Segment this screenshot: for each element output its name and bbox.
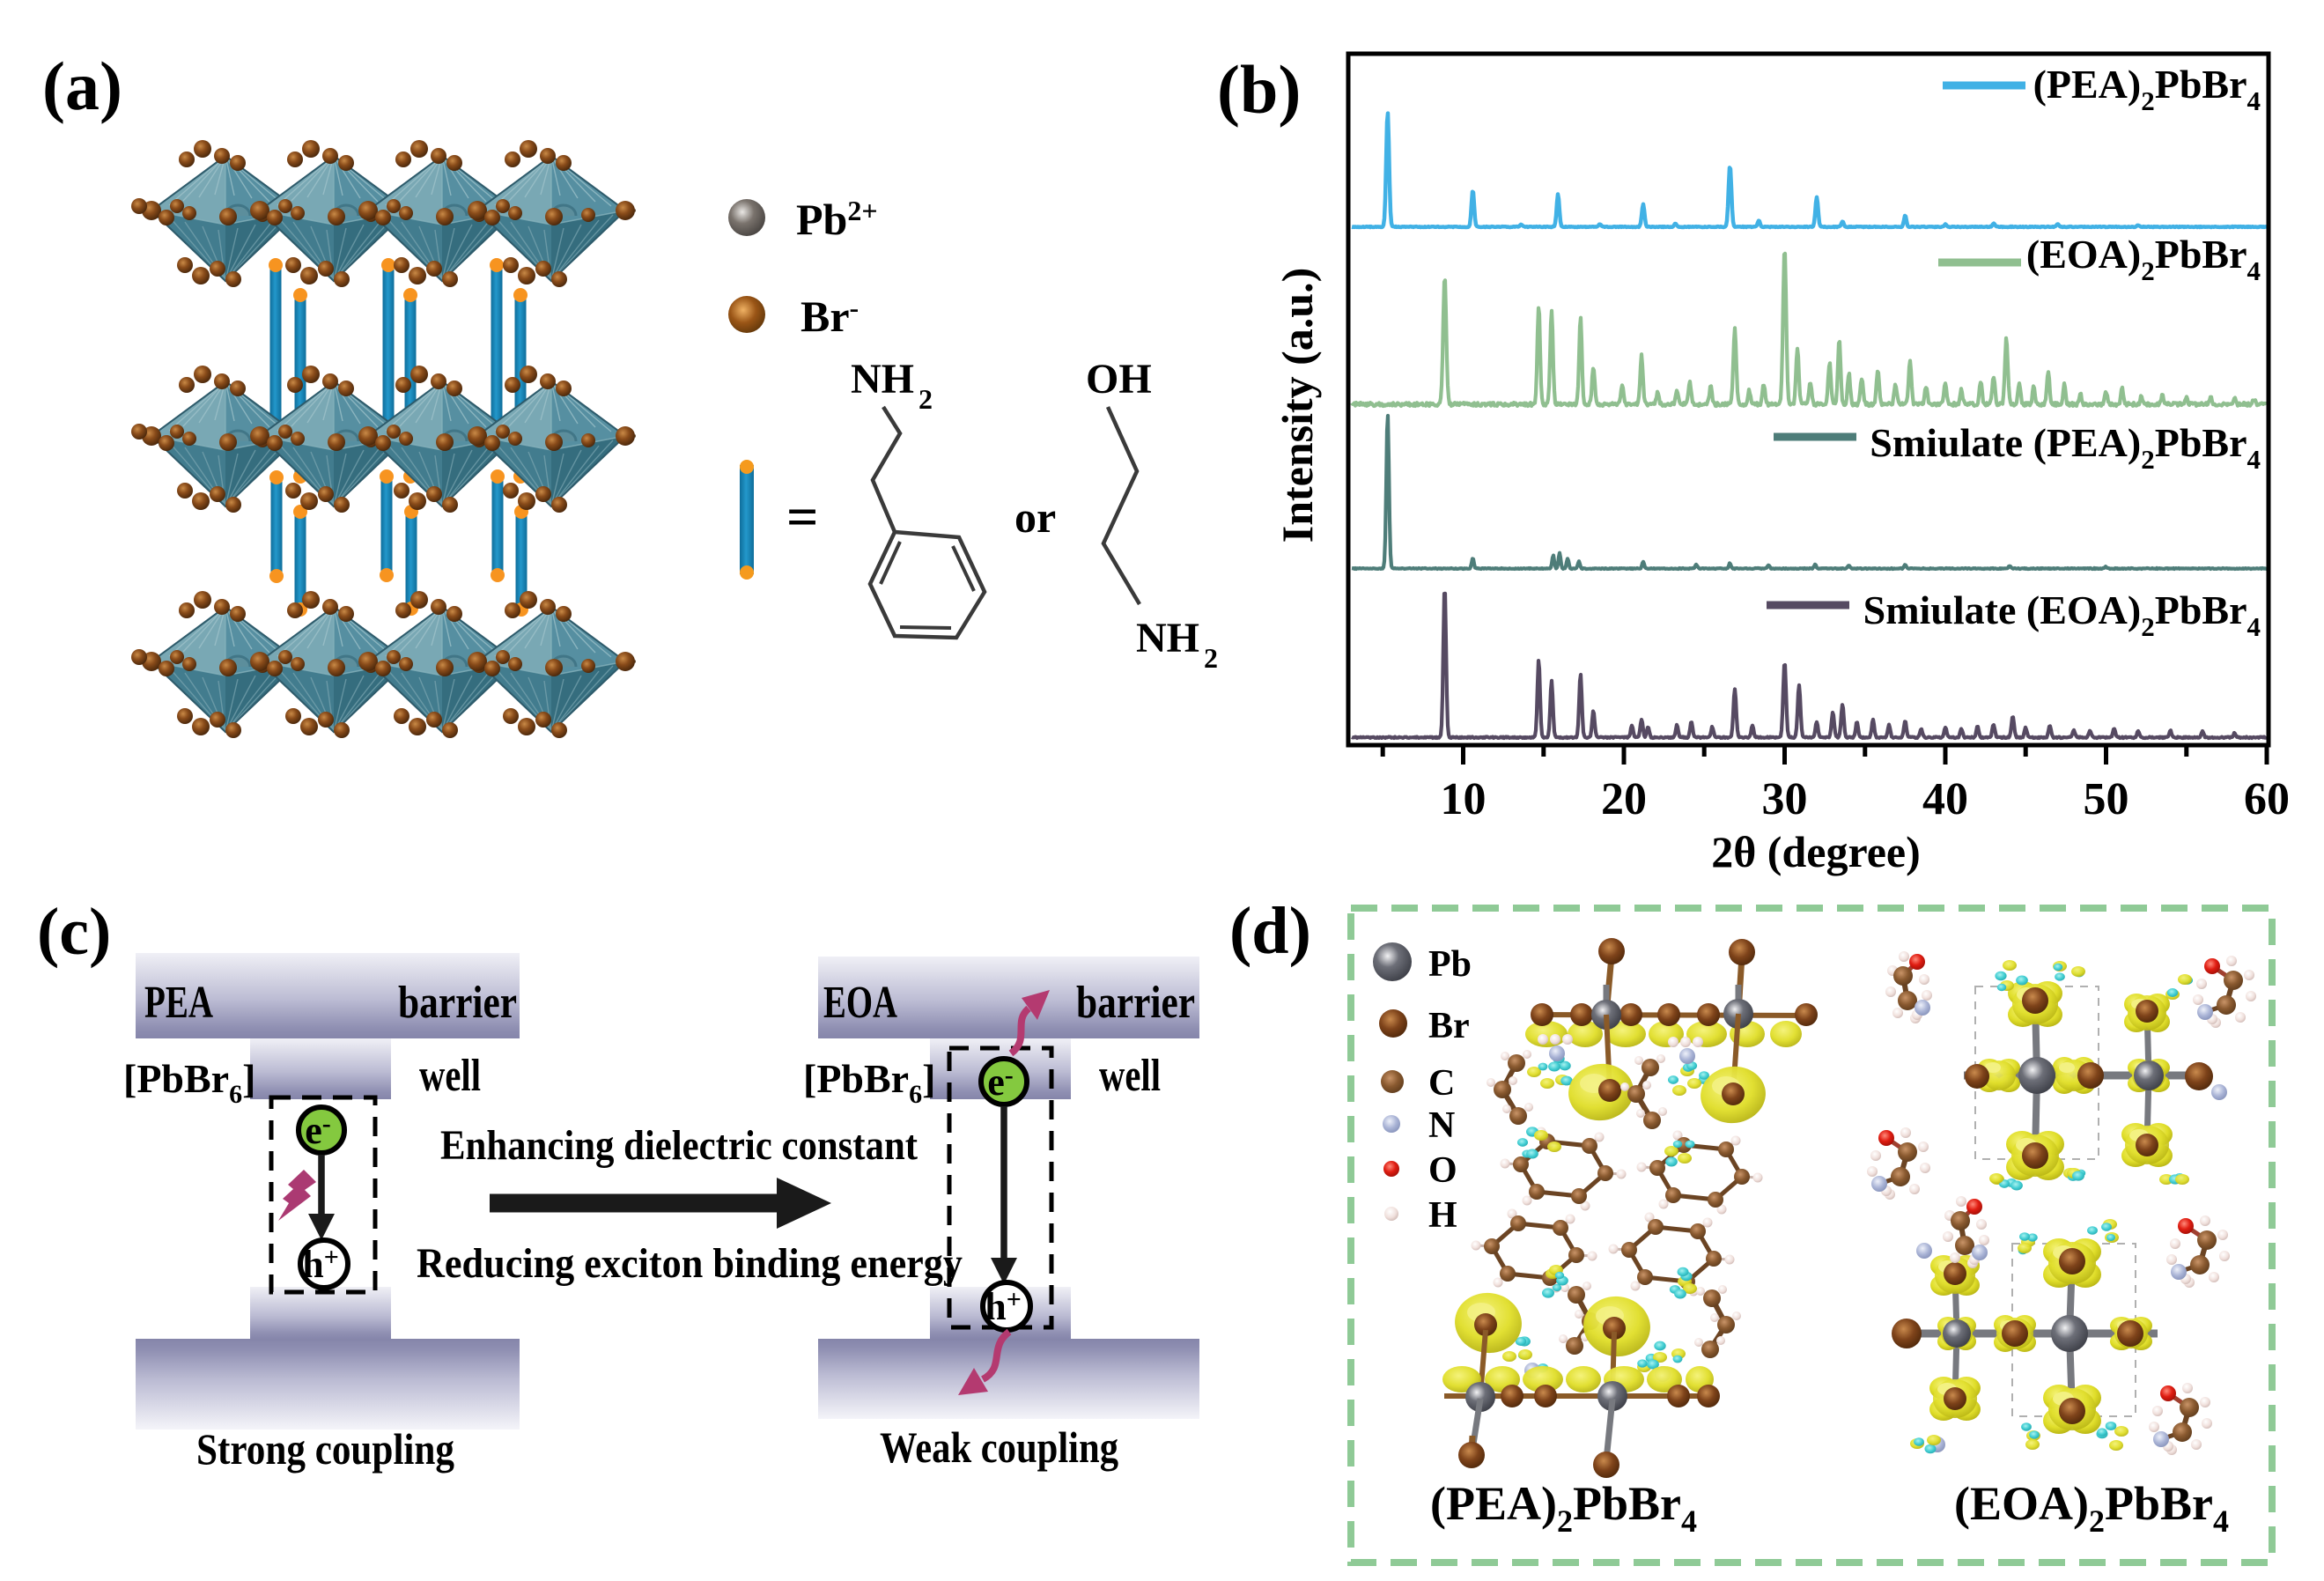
svg-text:Weak coupling: Weak coupling	[880, 1422, 1118, 1472]
svg-text:(EOA)2PbBr4: (EOA)2PbBr4	[1954, 1477, 2229, 1539]
svg-text:60: 60	[2244, 774, 2290, 824]
svg-text:=: =	[786, 485, 818, 548]
svg-text:H: H	[1428, 1195, 1457, 1236]
svg-text:O: O	[1428, 1150, 1457, 1191]
svg-text:[PbBr6]: [PbBr6]	[803, 1056, 935, 1109]
svg-text:(EOA)2PbBr4: (EOA)2PbBr4	[2026, 232, 2261, 286]
svg-text:(d): (d)	[1229, 894, 1311, 968]
svg-text:Smiulate (PEA)2PbBr4: Smiulate (PEA)2PbBr4	[1870, 420, 2261, 475]
svg-text:(a): (a)	[42, 48, 122, 124]
svg-text:N: N	[1428, 1105, 1455, 1146]
svg-text:20: 20	[1601, 774, 1647, 824]
svg-text:C: C	[1428, 1063, 1455, 1104]
svg-text:Pb2+: Pb2+	[796, 195, 878, 244]
svg-text:Strong coupling: Strong coupling	[196, 1424, 454, 1474]
svg-text:(b): (b)	[1217, 51, 1301, 128]
svg-text:Br: Br	[1428, 1006, 1470, 1046]
svg-text:40: 40	[1922, 774, 1968, 824]
svg-text:30: 30	[1762, 774, 1808, 824]
svg-text:Smiulate (EOA)2PbBr4: Smiulate (EOA)2PbBr4	[1863, 587, 2261, 642]
svg-text:10: 10	[1441, 774, 1487, 824]
svg-text:barrier: barrier	[398, 978, 517, 1028]
svg-text:Enhancing dielectric constant: Enhancing dielectric constant	[440, 1122, 918, 1169]
svg-text:Reducing exciton binding energ: Reducing exciton binding energy	[417, 1240, 963, 1287]
svg-text:NH: NH	[851, 356, 914, 403]
svg-text:2: 2	[919, 383, 933, 415]
svg-text:EOA: EOA	[823, 978, 897, 1028]
svg-text:Br-: Br-	[800, 292, 859, 341]
svg-text:OH: OH	[1086, 356, 1152, 403]
svg-text:h+: h+	[302, 1243, 339, 1286]
svg-text:Intensity (a.u.): Intensity (a.u.)	[1273, 268, 1322, 543]
svg-text:well: well	[1099, 1051, 1161, 1101]
svg-text:(c): (c)	[37, 895, 111, 969]
svg-text:NH: NH	[1136, 615, 1199, 661]
svg-text:50: 50	[2084, 774, 2129, 824]
svg-text:Pb: Pb	[1428, 944, 1472, 985]
svg-text:[PbBr6]: [PbBr6]	[123, 1056, 255, 1109]
svg-text:well: well	[419, 1051, 481, 1101]
svg-text:2: 2	[1204, 642, 1218, 674]
svg-text:2θ (degree): 2θ (degree)	[1711, 827, 1921, 876]
svg-text:PEA: PEA	[144, 978, 213, 1028]
svg-text:barrier: barrier	[1076, 978, 1195, 1028]
svg-text:(PEA)2PbBr4: (PEA)2PbBr4	[2033, 62, 2261, 116]
svg-text:(PEA)2PbBr4: (PEA)2PbBr4	[1430, 1477, 1697, 1539]
svg-text:or: or	[1014, 492, 1056, 542]
